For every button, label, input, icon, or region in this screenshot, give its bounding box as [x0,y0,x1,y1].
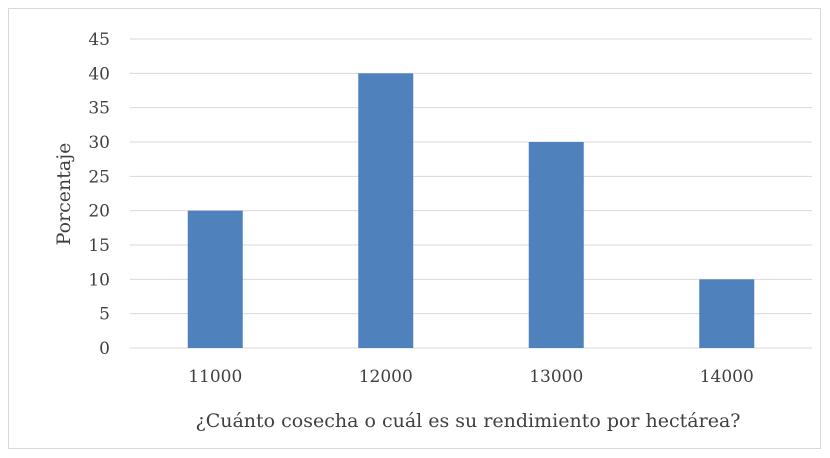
bar-12000 [358,73,414,348]
gridlines [130,38,812,349]
y-tick-label: 0 [99,339,110,359]
y-tick-label: 25 [88,167,110,187]
bars [187,73,755,348]
y-tick-label: 45 [88,30,110,50]
y-tick-label: 35 [88,99,110,119]
y-tick-label: 40 [88,64,110,84]
bar-13000 [528,142,584,348]
y-tick-label: 5 [99,305,110,325]
y-tick-label: 20 [88,202,110,222]
x-tick-label: 14000 [700,367,754,387]
x-tick-label: 11000 [188,367,242,387]
y-tick-labels: 0 5 10 15 20 25 30 35 40 45 [88,30,110,359]
bar-11000 [187,210,243,348]
chart-frame [8,8,821,449]
y-tick-label: 30 [88,133,110,153]
y-tick-label: 10 [88,270,110,290]
x-axis-title: ¿Cuánto cosecha o cuál es su rendimiento… [196,410,741,432]
bar-14000 [699,279,755,348]
y-axis-title: Porcentaje [53,143,75,246]
x-tick-label: 13000 [529,367,583,387]
x-tick-labels: 11000 12000 13000 14000 [188,367,754,387]
x-tick-label: 12000 [359,367,413,387]
y-tick-label: 15 [88,236,110,256]
